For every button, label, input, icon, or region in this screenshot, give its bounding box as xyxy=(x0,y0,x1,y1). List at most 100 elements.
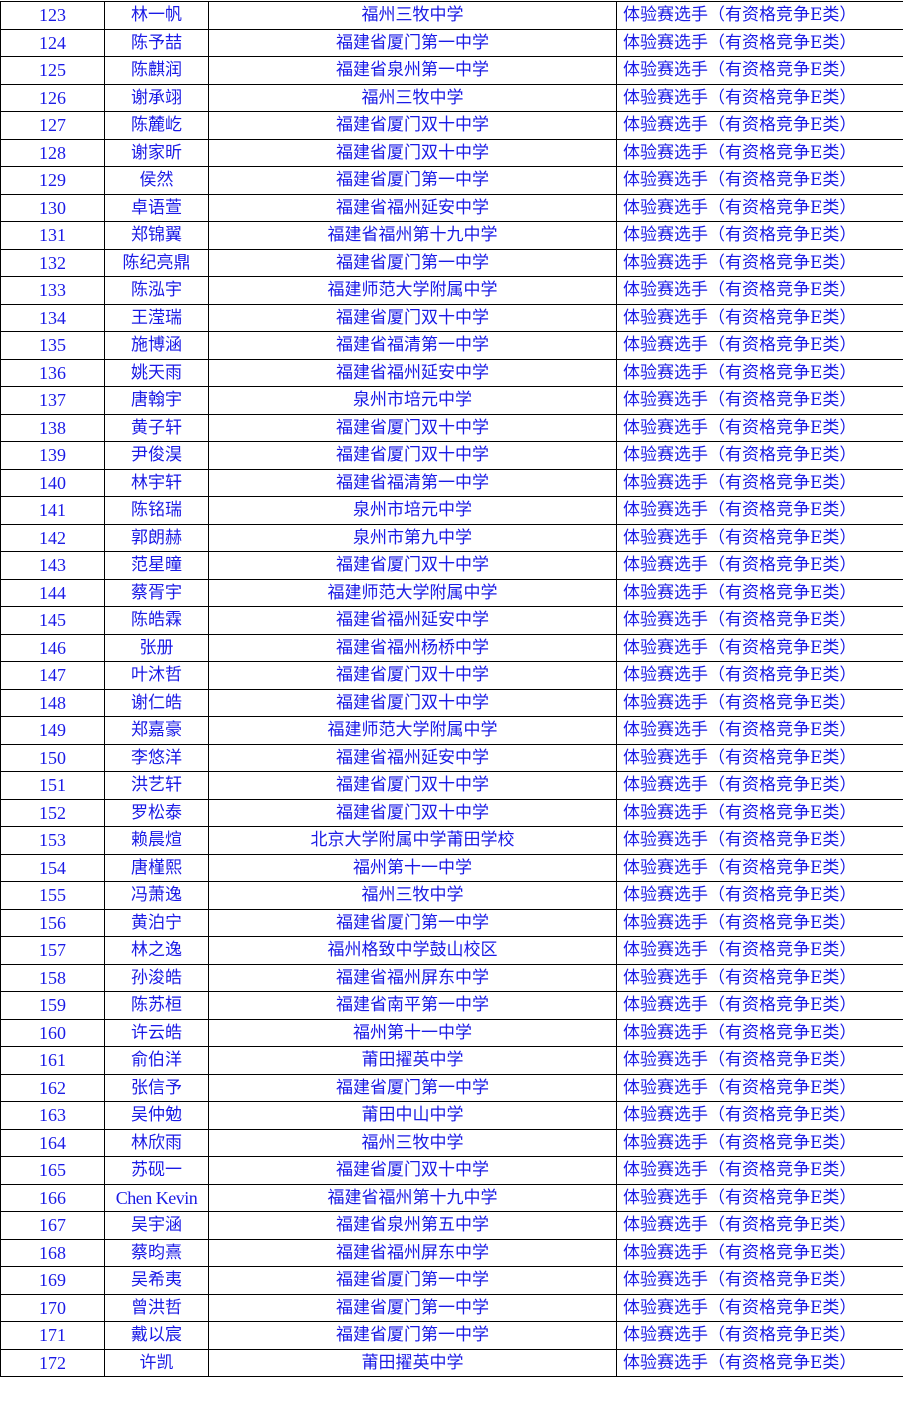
category-label: 体验赛选手（有资格竞争E类） xyxy=(616,1128,903,1157)
table-body: 123 林一帆 福州三牧中学 体验赛选手（有资格竞争E类） 124 陈予喆 福建省厦门第一中… xyxy=(0,1,903,1377)
row-number: 130 xyxy=(0,193,105,222)
school-name: 福建省泉州第五中学 xyxy=(208,1211,617,1240)
school-name: 福建师范大学附属中学 xyxy=(208,578,617,607)
row-number: 138 xyxy=(0,413,105,442)
row-number: 169 xyxy=(0,1266,105,1295)
participant-name: 张册 xyxy=(104,633,209,662)
row-number: 168 xyxy=(0,1238,105,1267)
category-label: 体验赛选手（有资格竞争E类） xyxy=(616,1238,903,1267)
category-label: 体验赛选手（有资格竞争E类） xyxy=(616,798,903,827)
category-label: 体验赛选手（有资格竞争E类） xyxy=(616,386,903,415)
participant-name: 陈予喆 xyxy=(104,28,209,57)
category-label: 体验赛选手（有资格竞争E类） xyxy=(616,1266,903,1295)
row-number: 135 xyxy=(0,331,105,360)
school-name: 福建省厦门双十中学 xyxy=(208,551,617,580)
category-label: 体验赛选手（有资格竞争E类） xyxy=(616,221,903,250)
category-label: 体验赛选手（有资格竞争E类） xyxy=(616,606,903,635)
participant-name: 陈皓霖 xyxy=(104,606,209,635)
table-row: 123 林一帆 福州三牧中学 体验赛选手（有资格竞争E类） xyxy=(0,1,903,30)
category-label: 体验赛选手（有资格竞争E类） xyxy=(616,441,903,470)
school-name: 福州三牧中学 xyxy=(208,1128,617,1157)
category-label: 体验赛选手（有资格竞争E类） xyxy=(616,138,903,167)
school-name: 福建省福州延安中学 xyxy=(208,743,617,772)
table-row: 147 叶沐哲 福建省厦门双十中学 体验赛选手（有资格竞争E类） xyxy=(0,661,903,690)
category-label: 体验赛选手（有资格竞争E类） xyxy=(616,358,903,387)
school-name: 泉州市培元中学 xyxy=(208,496,617,525)
table-row: 153 赖晨煊 北京大学附属中学莆田学校 体验赛选手（有资格竞争E类） xyxy=(0,826,903,855)
table-row: 163 吴仲勉 莆田中山中学 体验赛选手（有资格竞争E类） xyxy=(0,1101,903,1130)
participant-name: 尹俊淏 xyxy=(104,441,209,470)
category-label: 体验赛选手（有资格竞争E类） xyxy=(616,28,903,57)
school-name: 莆田擢英中学 xyxy=(208,1348,617,1377)
category-label: 体验赛选手（有资格竞争E类） xyxy=(616,853,903,882)
participant-name: 谢家昕 xyxy=(104,138,209,167)
row-number: 160 xyxy=(0,1018,105,1047)
participant-name: 施博涵 xyxy=(104,331,209,360)
table-row: 148 谢仁皓 福建省厦门双十中学 体验赛选手（有资格竞争E类） xyxy=(0,688,903,717)
category-label: 体验赛选手（有资格竞争E类） xyxy=(616,111,903,140)
table-row: 145 陈皓霖 福建省福州延安中学 体验赛选手（有资格竞争E类） xyxy=(0,606,903,635)
category-label: 体验赛选手（有资格竞争E类） xyxy=(616,771,903,800)
row-number: 166 xyxy=(0,1183,105,1212)
category-label: 体验赛选手（有资格竞争E类） xyxy=(616,1018,903,1047)
row-number: 143 xyxy=(0,551,105,580)
row-number: 164 xyxy=(0,1128,105,1157)
school-name: 福建省福州屏东中学 xyxy=(208,963,617,992)
row-number: 146 xyxy=(0,633,105,662)
school-name: 福州第十一中学 xyxy=(208,1018,617,1047)
row-number: 123 xyxy=(0,1,105,30)
table-row: 154 唐槿熙 福州第十一中学 体验赛选手（有资格竞争E类） xyxy=(0,853,903,882)
table-row: 150 李悠洋 福建省福州延安中学 体验赛选手（有资格竞争E类） xyxy=(0,743,903,772)
school-name: 莆田擢英中学 xyxy=(208,1046,617,1075)
category-label: 体验赛选手（有资格竞争E类） xyxy=(616,716,903,745)
school-name: 福建省厦门第一中学 xyxy=(208,1321,617,1350)
row-number: 147 xyxy=(0,661,105,690)
school-name: 福建省福州第十九中学 xyxy=(208,221,617,250)
participant-name: 张信予 xyxy=(104,1073,209,1102)
row-number: 154 xyxy=(0,853,105,882)
row-number: 165 xyxy=(0,1156,105,1185)
school-name: 福建省福州第十九中学 xyxy=(208,1183,617,1212)
participant-name: 蔡昀熹 xyxy=(104,1238,209,1267)
row-number: 163 xyxy=(0,1101,105,1130)
school-name: 福建省厦门第一中学 xyxy=(208,166,617,195)
table-row: 166 Chen Kevin 福建省福州第十九中学 体验赛选手（有资格竞争E类） xyxy=(0,1183,903,1212)
school-name: 福建省厦门第一中学 xyxy=(208,28,617,57)
row-number: 140 xyxy=(0,468,105,497)
table-row: 135 施博涵 福建省福清第一中学 体验赛选手（有资格竞争E类） xyxy=(0,331,903,360)
participant-name: 卓语萱 xyxy=(104,193,209,222)
school-name: 福建省厦门双十中学 xyxy=(208,798,617,827)
row-number: 134 xyxy=(0,303,105,332)
table-row: 165 苏砚一 福建省厦门双十中学 体验赛选手（有资格竞争E类） xyxy=(0,1156,903,1185)
table-row: 146 张册 福建省福州杨桥中学 体验赛选手（有资格竞争E类） xyxy=(0,633,903,662)
school-name: 莆田中山中学 xyxy=(208,1101,617,1130)
participant-name: 许云皓 xyxy=(104,1018,209,1047)
participant-name: 陈泓宇 xyxy=(104,276,209,305)
school-name: 福建省福州屏东中学 xyxy=(208,1238,617,1267)
school-name: 泉州市培元中学 xyxy=(208,386,617,415)
participant-name: 曾洪哲 xyxy=(104,1293,209,1322)
participant-name: 吴仲勉 xyxy=(104,1101,209,1130)
table-row: 159 陈苏桓 福建省南平第一中学 体验赛选手（有资格竞争E类） xyxy=(0,991,903,1020)
row-number: 144 xyxy=(0,578,105,607)
participant-name: Chen Kevin xyxy=(104,1183,209,1212)
row-number: 124 xyxy=(0,28,105,57)
participant-name: 吴宇涵 xyxy=(104,1211,209,1240)
participant-name: 陈铭瑞 xyxy=(104,496,209,525)
category-label: 体验赛选手（有资格竞争E类） xyxy=(616,496,903,525)
participant-name: 许凯 xyxy=(104,1348,209,1377)
school-name: 福建省厦门双十中学 xyxy=(208,771,617,800)
school-name: 福州三牧中学 xyxy=(208,881,617,910)
participant-name: 郑锦翼 xyxy=(104,221,209,250)
row-number: 151 xyxy=(0,771,105,800)
table-row: 138 黄子轩 福建省厦门双十中学 体验赛选手（有资格竞争E类） xyxy=(0,413,903,442)
table-row: 158 孙浚皓 福建省福州屏东中学 体验赛选手（有资格竞争E类） xyxy=(0,963,903,992)
category-label: 体验赛选手（有资格竞争E类） xyxy=(616,1101,903,1130)
table-row: 144 蔡胥宇 福建师范大学附属中学 体验赛选手（有资格竞争E类） xyxy=(0,578,903,607)
table-row: 131 郑锦翼 福建省福州第十九中学 体验赛选手（有资格竞争E类） xyxy=(0,221,903,250)
table-row: 152 罗松泰 福建省厦门双十中学 体验赛选手（有资格竞争E类） xyxy=(0,798,903,827)
category-label: 体验赛选手（有资格竞争E类） xyxy=(616,1348,903,1377)
school-name: 福建省泉州第一中学 xyxy=(208,56,617,85)
category-label: 体验赛选手（有资格竞争E类） xyxy=(616,331,903,360)
category-label: 体验赛选手（有资格竞争E类） xyxy=(616,413,903,442)
